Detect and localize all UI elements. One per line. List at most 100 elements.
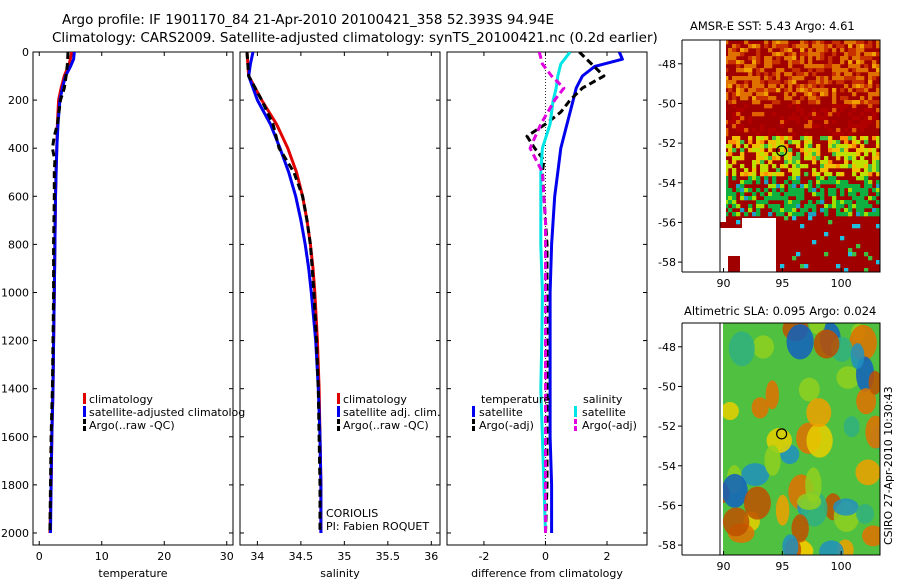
sst-cell (856, 200, 861, 205)
sst-cell (764, 96, 769, 101)
sst-cell (848, 248, 853, 253)
sst-cell (836, 152, 841, 157)
sst-cell (740, 116, 745, 121)
title-line-1: Argo profile: IF 1901170_84 21-Apr-2010 … (62, 12, 554, 28)
sst-cell (772, 88, 777, 93)
sst-cell (816, 200, 821, 205)
sst-cell (852, 192, 857, 197)
sst-cell (796, 144, 801, 149)
sst-cell (832, 104, 837, 109)
sst-cell (808, 52, 813, 57)
sst-cell (856, 164, 861, 169)
sst-cell (860, 156, 865, 161)
sst-cell (844, 68, 849, 73)
sst-cell (772, 208, 777, 213)
sst-cell (780, 44, 785, 49)
sst-cell (792, 132, 797, 137)
legend-swatch-argo (337, 419, 340, 424)
sst-cell (732, 172, 737, 177)
sst-cell (732, 112, 737, 117)
sst-cell (848, 40, 853, 45)
sst-cell (744, 180, 749, 185)
sst-cell (840, 172, 845, 177)
legend-label: satellite (582, 406, 626, 419)
sst-cell (836, 180, 841, 185)
sst-cell (800, 72, 805, 77)
sst-cell (792, 76, 797, 81)
sst-cell (740, 156, 745, 161)
sst-cell (828, 80, 833, 85)
sst-cell (744, 84, 749, 89)
sst-cell (808, 188, 813, 193)
sst-cell (848, 132, 853, 137)
sst-cell (792, 164, 797, 169)
sst-cell (856, 244, 861, 249)
sst-cell (868, 172, 873, 177)
sst-cell (860, 188, 865, 193)
sst-cell (728, 140, 733, 145)
sst-cell (744, 104, 749, 109)
sst-cell (748, 140, 753, 145)
sla-blob (722, 507, 750, 537)
sst-cell (776, 168, 781, 173)
sst-cell (848, 212, 853, 217)
sst-cell (732, 204, 737, 209)
sst-cell (844, 84, 849, 89)
sst-cell (756, 56, 761, 61)
sst-cell (732, 92, 737, 97)
sst-cell (724, 120, 729, 125)
sst-cell (728, 88, 733, 93)
sst-cell (768, 84, 773, 89)
sst-cell (728, 100, 733, 105)
sst-cell (780, 48, 785, 53)
sst-cell (736, 188, 741, 193)
sst-cell (868, 80, 873, 85)
sst-cell (856, 168, 861, 173)
sst-cell (800, 188, 805, 193)
sst-cell (868, 40, 873, 45)
sst-cell (848, 100, 853, 105)
sst-cell (860, 120, 865, 125)
sst-cell (788, 160, 793, 165)
sst-cell (832, 180, 837, 185)
sst-cell (840, 236, 845, 241)
sst-cell (872, 136, 877, 141)
sst-cell (756, 88, 761, 93)
sst-cell (760, 200, 765, 205)
sst-cell (844, 148, 849, 153)
sst-cell (780, 68, 785, 73)
sst-cell (768, 192, 773, 197)
sst-cell (800, 48, 805, 53)
sst-cell (836, 264, 841, 269)
sst-cell (812, 44, 817, 49)
sst-cell (780, 148, 785, 153)
sst-cell (808, 136, 813, 141)
sst-cell (856, 188, 861, 193)
sst-cell (804, 44, 809, 49)
sst-cell (756, 156, 761, 161)
sst-cell (848, 152, 853, 157)
sst-cell (856, 212, 861, 217)
sst-cell (768, 56, 773, 61)
sst-cell (780, 188, 785, 193)
sst-cell (752, 144, 757, 149)
sst-cell (740, 140, 745, 145)
sst-cell (752, 84, 757, 89)
sst-cell (752, 56, 757, 61)
sst-cell (868, 204, 873, 209)
sst-cell (788, 84, 793, 89)
sst-cell (832, 100, 837, 105)
sst-cell (804, 52, 809, 57)
sst-cell (748, 72, 753, 77)
sst-cell (796, 252, 801, 257)
sla-blob (775, 494, 790, 526)
sst-cell (788, 80, 793, 85)
sst-cell (752, 96, 757, 101)
sst-cell (736, 136, 741, 141)
sst-cell (840, 136, 845, 141)
x-tick-label: 10 (95, 550, 109, 563)
lon-tick-label: 100 (831, 560, 852, 573)
sst-cell (832, 88, 837, 93)
sst-cell (848, 60, 853, 65)
sst-cell (816, 40, 821, 45)
